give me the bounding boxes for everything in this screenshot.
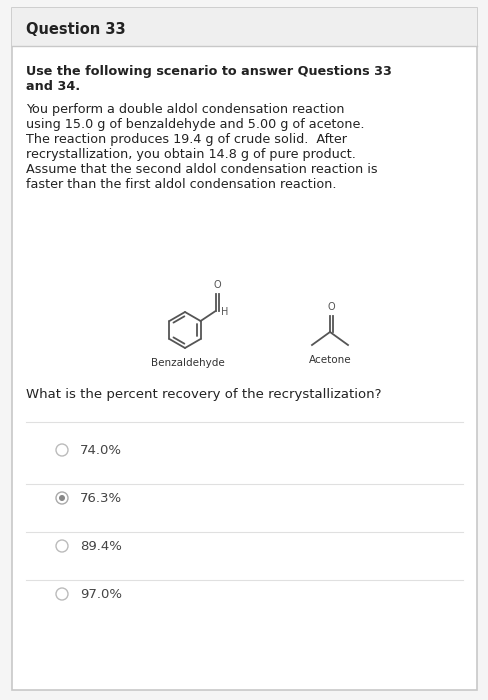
Text: 89.4%: 89.4% [80,540,122,552]
Text: O: O [213,280,221,290]
Text: 74.0%: 74.0% [80,444,122,456]
Text: You perform a double aldol condensation reaction: You perform a double aldol condensation … [26,103,344,116]
Circle shape [59,495,65,501]
FancyBboxPatch shape [12,8,476,690]
Text: Benzaldehyde: Benzaldehyde [151,358,224,368]
Text: 97.0%: 97.0% [80,587,122,601]
Text: Acetone: Acetone [308,355,350,365]
Text: The reaction produces 19.4 g of crude solid.  After: The reaction produces 19.4 g of crude so… [26,133,346,146]
FancyBboxPatch shape [12,8,476,46]
Text: What is the percent recovery of the recrystallization?: What is the percent recovery of the recr… [26,388,381,401]
Text: Question 33: Question 33 [26,22,125,38]
Text: 76.3%: 76.3% [80,491,122,505]
Text: H: H [221,307,228,317]
Text: O: O [327,302,335,312]
Text: faster than the first aldol condensation reaction.: faster than the first aldol condensation… [26,178,336,191]
Text: Use the following scenario to answer Questions 33: Use the following scenario to answer Que… [26,65,391,78]
Text: Assume that the second aldol condensation reaction is: Assume that the second aldol condensatio… [26,163,377,176]
Text: using 15.0 g of benzaldehyde and 5.00 g of acetone.: using 15.0 g of benzaldehyde and 5.00 g … [26,118,364,131]
Text: recrystallization, you obtain 14.8 g of pure product.: recrystallization, you obtain 14.8 g of … [26,148,355,161]
Text: and 34.: and 34. [26,80,80,93]
